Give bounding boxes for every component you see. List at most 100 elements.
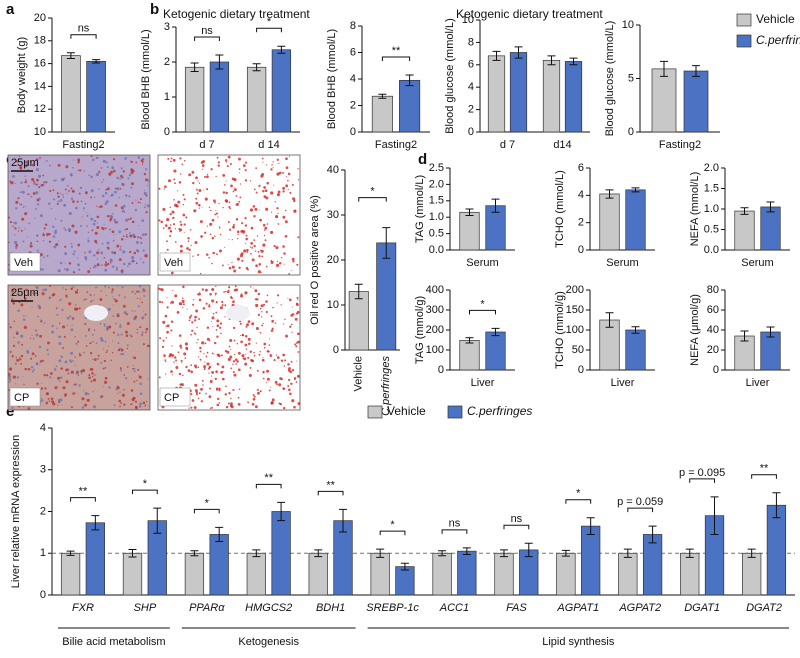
stain-dot [297, 351, 300, 353]
stain-dot [254, 405, 258, 409]
stain-dot [232, 326, 236, 330]
stain-dot [230, 184, 233, 188]
stain-dot [135, 240, 139, 244]
stain-dot [113, 158, 116, 161]
stain-dot [270, 329, 274, 332]
image-label: CP [14, 392, 29, 404]
stain-dot [166, 306, 169, 309]
stain-dot [229, 404, 233, 408]
stain-dot [108, 287, 110, 289]
stain-dot [8, 375, 12, 379]
stain-dot [9, 367, 13, 371]
stain-dot [265, 207, 269, 211]
stain-dot [64, 229, 67, 231]
stain-dot [200, 161, 204, 164]
stain-dot [201, 288, 204, 291]
stain-dot [119, 248, 122, 251]
stain-dot [86, 214, 89, 217]
stain-dot [237, 403, 241, 406]
stain-dot [99, 298, 103, 301]
stain-dot [79, 354, 82, 357]
stain-dot [109, 228, 111, 231]
stain-dot [238, 157, 241, 161]
stain-dot [218, 202, 220, 205]
stain-dot [119, 405, 122, 408]
stain-dot [245, 325, 248, 328]
stain-dot [44, 387, 47, 390]
stain-dot [74, 392, 76, 394]
stain-dot [194, 241, 198, 244]
stain-dot [175, 359, 178, 362]
stain-dot [125, 194, 128, 197]
stain-dot [191, 329, 194, 332]
stain-dot [227, 402, 231, 405]
stain-dot [40, 183, 44, 187]
bar [122, 552, 143, 596]
bar [760, 331, 781, 371]
stain-dot [87, 240, 90, 243]
stain-dot [182, 194, 185, 196]
stain-dot [277, 190, 281, 194]
stain-dot [59, 336, 62, 338]
stain-dot [32, 337, 35, 340]
stain-dot [43, 227, 46, 230]
stain-dot [137, 157, 140, 160]
stain-dot [182, 303, 185, 306]
stain-dot [296, 263, 299, 266]
stain-dot [181, 299, 185, 303]
stain-dot [8, 263, 10, 266]
stain-dot [130, 186, 133, 189]
stain-dot [266, 181, 269, 185]
stain-dot [114, 190, 117, 194]
stain-dot [67, 185, 69, 187]
y-tick-label: 4 [468, 81, 474, 93]
stain-dot [138, 285, 142, 288]
stain-dot [19, 203, 21, 205]
stain-dot [30, 242, 33, 245]
stain-dot [190, 393, 193, 396]
bar [542, 59, 561, 133]
stain-dot [70, 187, 73, 190]
stain-dot [116, 312, 120, 316]
stain-dot [166, 218, 170, 222]
y-tick-label: 60 [707, 304, 719, 316]
significance-label: * [370, 186, 375, 198]
stain-dot [57, 195, 60, 198]
stain-dot [62, 386, 66, 390]
stain-dot [287, 179, 289, 182]
y-tick-label: 0 [713, 364, 719, 376]
stain-dot [112, 169, 116, 173]
stain-dot [90, 189, 94, 193]
stain-dot [71, 317, 75, 320]
bar [85, 522, 105, 596]
stain-dot [88, 329, 90, 332]
stain-dot [110, 193, 114, 197]
stain-dot [20, 303, 24, 307]
stain-dot [268, 338, 270, 340]
stain-dot [147, 344, 150, 348]
stain-dot [117, 392, 119, 395]
stain-dot [158, 300, 162, 303]
stain-dot [171, 345, 173, 347]
stain-dot [119, 367, 122, 370]
stain-dot [258, 209, 260, 211]
stain-dot [235, 204, 237, 206]
stain-dot [256, 369, 259, 372]
stain-dot [199, 350, 202, 353]
stain-dot [94, 196, 96, 198]
stain-dot [15, 207, 18, 210]
stain-dot [265, 382, 268, 384]
stain-dot [25, 163, 29, 167]
stain-dot [53, 368, 57, 371]
stain-dot [215, 301, 218, 303]
stain-dot [255, 264, 258, 268]
stain-dot [125, 218, 129, 222]
stain-dot [198, 182, 201, 184]
stain-dot [289, 392, 292, 396]
stain-dot [256, 388, 259, 391]
significance-label: * [267, 16, 272, 28]
stain-dot [218, 387, 221, 390]
stain-dot [178, 372, 182, 376]
stain-dot [218, 389, 221, 392]
stain-dot [256, 298, 259, 301]
